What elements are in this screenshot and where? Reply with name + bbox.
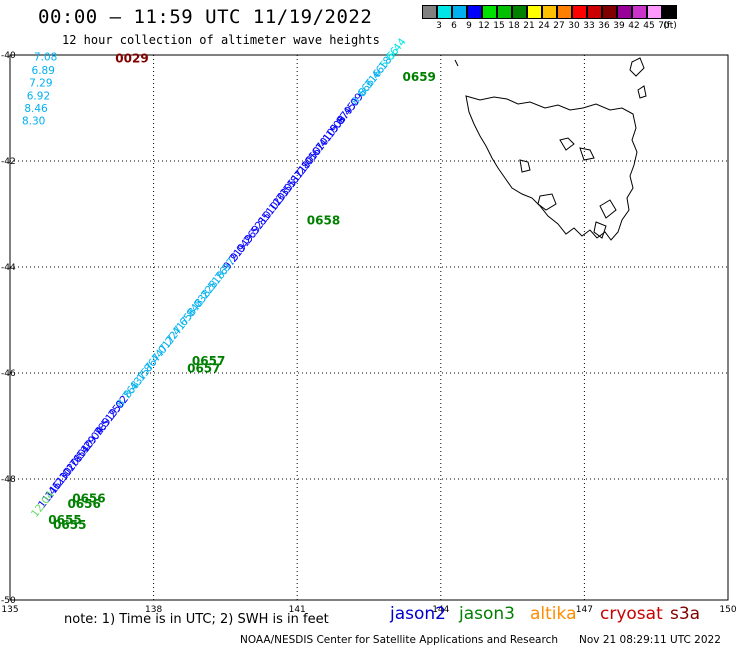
- scale-swatch: [602, 5, 617, 19]
- swh-value-label: 6.89: [32, 65, 55, 77]
- pass-time-label: 0656: [72, 492, 105, 506]
- pass-time-label: 0656: [67, 497, 100, 511]
- swh-track-diagonal: 5.445.666.186.468.318.669.099.459.8710.0…: [29, 36, 409, 520]
- lat-lon-grid: [10, 55, 728, 600]
- swh-value-label: 7.29: [29, 78, 52, 90]
- scale-label: 33: [583, 21, 595, 31]
- swh-value-label: 8.30: [22, 116, 45, 128]
- page-title: 00:00 – 11:59 UTC 11/19/2022: [38, 6, 373, 28]
- scale-swatch: [662, 5, 677, 19]
- lat-tick-label: -40: [1, 51, 16, 61]
- scale-swatch: [557, 5, 572, 19]
- scale-label: 24: [538, 21, 550, 31]
- pass-time-label: 0657: [192, 354, 225, 368]
- scale-swatch: [587, 5, 602, 19]
- scale-swatch: [512, 5, 527, 19]
- scale-label: 18: [508, 21, 520, 31]
- scale-swatch: [452, 5, 467, 19]
- lat-tick-label: -48: [1, 475, 16, 485]
- lon-tick-label: 147: [576, 605, 593, 615]
- scale-label: 27: [553, 21, 565, 31]
- scale-swatch: [572, 5, 587, 19]
- pass-time-label: 0658: [307, 213, 340, 227]
- scale-swatch: [542, 5, 557, 19]
- scale-swatch: [467, 5, 482, 19]
- scale-swatch: [647, 5, 662, 19]
- swh-value-label: 8.46: [24, 103, 48, 115]
- scale-swatch: [422, 5, 437, 19]
- axis-tick-labels: 135 138 141 144 147 150 -40 -42 -44 -46 -48 -50: [1, 51, 737, 615]
- scale-label: 36: [598, 21, 610, 31]
- color-scale-swatches: [422, 5, 677, 19]
- scale-swatch: [437, 5, 452, 19]
- pass-time-label: 0655: [53, 518, 86, 532]
- scale-label: 3: [436, 21, 442, 31]
- scale-swatch: [482, 5, 497, 19]
- page-subtitle: 12 hour collection of altimeter wave hei…: [62, 33, 380, 47]
- lat-tick-label: -44: [1, 263, 16, 273]
- scale-swatch: [497, 5, 512, 19]
- footer-timestamp: Nov 21 08:29:11 UTC 2022: [579, 634, 721, 646]
- lon-tick-label: 138: [145, 605, 162, 615]
- satellite-legend-s3a: s3a: [670, 604, 701, 624]
- swh-value-label: 7.08: [34, 52, 57, 64]
- map-frame: [9, 54, 729, 601]
- satellite-legend-cryosat: cryosat: [600, 604, 663, 624]
- scale-label: 39: [613, 21, 625, 31]
- lon-tick-label: 144: [432, 605, 449, 615]
- pass-time-label: 0657: [187, 362, 220, 376]
- lon-tick-label: 150: [719, 605, 736, 615]
- scale-label: 70: [658, 21, 670, 31]
- color-scale-labels: 3 6 9 12 15 18 21 24 27 30 33 36 39 42 45 70 (ft): [422, 19, 677, 33]
- scale-label: 45: [643, 21, 655, 31]
- lat-tick-label: -46: [1, 369, 16, 379]
- scale-label: 21: [523, 21, 535, 31]
- swh-track-left: 7.086.897.296.928.468.30: [22, 52, 57, 128]
- lon-tick-label: 141: [289, 605, 306, 615]
- tasmania-coastline: [454, 57, 647, 241]
- lon-tick-label: 135: [1, 605, 18, 615]
- scale-swatch: [632, 5, 647, 19]
- pass-time-label: 0659: [403, 70, 436, 84]
- swh-value-label: 6.92: [27, 90, 50, 102]
- scale-label: 9: [466, 21, 472, 31]
- lat-tick-label: -42: [1, 157, 16, 167]
- satellite-legend-jason3: jason3: [459, 604, 515, 624]
- pass-time-label: 0029: [115, 52, 148, 66]
- scale-label: (ft): [663, 21, 677, 31]
- scale-label: 6: [451, 21, 457, 31]
- scale-label: 12: [478, 21, 490, 31]
- scale-label: 42: [628, 21, 640, 31]
- satellite-legend-jason2: jason2: [390, 604, 446, 624]
- scale-label: 30: [568, 21, 580, 31]
- footer-note: note: 1) Time is in UTC; 2) SWH is in fe…: [64, 612, 329, 627]
- scale-swatch: [527, 5, 542, 19]
- lat-tick-label: -50: [1, 596, 16, 606]
- color-scale-legend: 3 6 9 12 15 18 21 24 27 30 33 36 39 42 45 70 (ft): [422, 5, 677, 33]
- footer-credit: NOAA/NESDIS Center for Satellite Applica…: [240, 634, 558, 646]
- satellite-legend-altika: altika: [530, 604, 577, 624]
- pass-time-label: 0655: [48, 513, 81, 527]
- scale-label: 15: [493, 21, 505, 31]
- scale-swatch: [617, 5, 632, 19]
